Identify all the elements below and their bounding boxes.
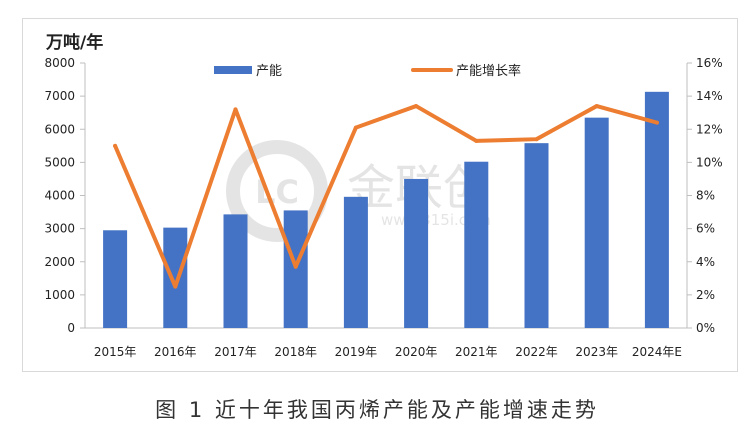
chart-svg: LC 金联创 www.315i.com 01000200030004000500… bbox=[44, 56, 723, 359]
x-tick-label: 2019年 bbox=[335, 345, 378, 359]
bar-2017年 bbox=[223, 214, 248, 328]
growth-point-2021年 bbox=[474, 138, 479, 143]
x-tick-label: 2016年 bbox=[154, 345, 197, 359]
figure-caption: 图 1 近十年我国丙烯产能及产能增速走势 bbox=[155, 398, 599, 422]
right-tick-label: 2% bbox=[696, 288, 715, 302]
growth-line-path bbox=[113, 104, 659, 289]
left-tick-label: 5000 bbox=[44, 155, 75, 169]
x-axis-labels: 2015年 2016年 2017年 2018年 2019年 2020年 2021年 2022年… bbox=[94, 345, 682, 359]
x-tick-label: 2023年 bbox=[575, 345, 618, 359]
legend: 产能 产能增长率 bbox=[214, 63, 521, 79]
right-tick-label: 16% bbox=[696, 56, 723, 70]
right-tick-label: 4% bbox=[696, 255, 715, 269]
chart-frame: LC 金联创 www.315i.com 01000200030004000500… bbox=[22, 18, 738, 372]
growth-point-2019年 bbox=[353, 125, 358, 130]
right-tick-label: 14% bbox=[696, 89, 723, 103]
left-tick-label: 2000 bbox=[44, 255, 75, 269]
right-tick-label: 10% bbox=[696, 155, 723, 169]
legend-bar-label: 产能 bbox=[256, 64, 282, 79]
right-tick-label: 0% bbox=[696, 321, 715, 335]
bar-2020年 bbox=[404, 178, 429, 328]
x-tick-label: 2015年 bbox=[94, 345, 137, 359]
left-tick-label: 1000 bbox=[44, 288, 75, 302]
x-tick-label: 2021年 bbox=[455, 345, 498, 359]
growth-point-2024年E bbox=[654, 120, 659, 125]
bar-2015年 bbox=[103, 230, 128, 328]
legend-bar-swatch bbox=[214, 66, 252, 74]
growth-point-2016年 bbox=[173, 284, 178, 289]
left-tick-label: 3000 bbox=[44, 222, 75, 236]
growth-point-2022年 bbox=[534, 137, 539, 142]
bar-2019年 bbox=[343, 196, 368, 328]
left-tick-label: 0 bbox=[67, 321, 75, 335]
growth-point-2023年 bbox=[594, 104, 599, 109]
x-tick-label: 2018年 bbox=[274, 345, 317, 359]
bar-2018年 bbox=[283, 210, 308, 328]
left-tick-label: 6000 bbox=[44, 122, 75, 136]
growth-point-2017年 bbox=[233, 107, 238, 112]
left-tick-label: 8000 bbox=[44, 56, 75, 70]
x-tick-label: 2017年 bbox=[214, 345, 257, 359]
right-tick-label: 6% bbox=[696, 222, 715, 236]
growth-point-2020年 bbox=[414, 104, 419, 109]
bar-2022年 bbox=[524, 143, 549, 328]
growth-point-2015年 bbox=[113, 143, 118, 148]
bar-2016年 bbox=[163, 227, 188, 328]
growth-line bbox=[113, 104, 659, 289]
x-tick-label: 2022年 bbox=[515, 345, 558, 359]
x-tick-label: 2024年E bbox=[632, 345, 682, 359]
right-tick-label: 12% bbox=[696, 122, 723, 136]
x-tick-label: 2020年 bbox=[395, 345, 438, 359]
legend-line-label: 产能增长率 bbox=[456, 63, 521, 79]
growth-point-2018年 bbox=[293, 264, 298, 269]
bar-2024年E bbox=[644, 91, 669, 328]
right-tick-label: 8% bbox=[696, 189, 715, 203]
bar-2021年 bbox=[464, 161, 489, 328]
bars bbox=[103, 91, 669, 328]
y-axis-unit: 万吨/年 bbox=[46, 33, 104, 53]
bar-2023年 bbox=[584, 117, 609, 328]
left-tick-label: 4000 bbox=[44, 189, 75, 203]
left-tick-label: 7000 bbox=[44, 89, 75, 103]
watermark-logo-circle bbox=[226, 140, 328, 242]
